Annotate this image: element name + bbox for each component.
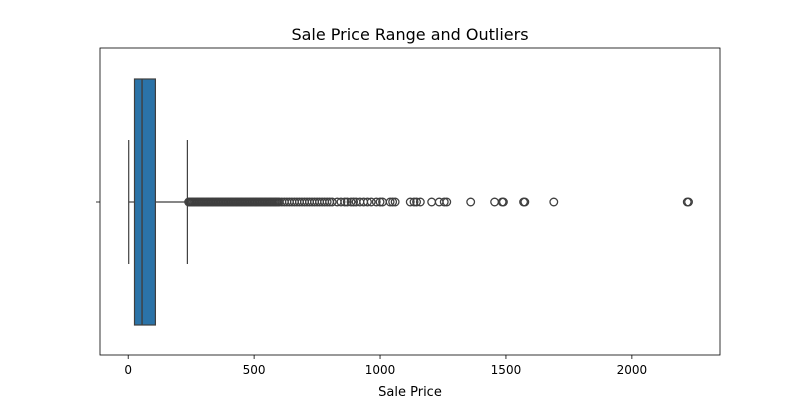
x-tick-label: 1000	[365, 363, 396, 377]
outlier-point	[375, 197, 385, 207]
outlier-point	[336, 197, 346, 207]
outlier-point	[409, 197, 419, 207]
outlier-point	[415, 197, 425, 207]
x-axis-label: Sale Price	[378, 385, 442, 400]
outlier-point	[371, 197, 381, 207]
outlier-point	[362, 197, 372, 207]
outlier-point	[442, 197, 452, 207]
chart-title: Sale Price Range and Outliers	[291, 25, 528, 44]
outlier-point	[346, 197, 356, 207]
box-iqr	[133, 78, 157, 326]
outlier-point	[439, 197, 449, 207]
outlier-point	[466, 197, 476, 207]
plot-area	[128, 78, 693, 326]
x-tick-label: 1500	[491, 363, 522, 377]
outlier-point	[684, 197, 693, 207]
outlier-point	[342, 197, 352, 207]
outlier-point	[490, 197, 500, 207]
outlier-point	[349, 197, 359, 207]
outlier-point	[385, 197, 395, 207]
outlier-point	[412, 197, 421, 207]
outlier-point	[498, 197, 508, 207]
outlier-point	[427, 197, 437, 207]
outlier-point	[327, 197, 337, 207]
outlier-point	[405, 197, 415, 207]
plot-frame	[99, 47, 721, 356]
outlier-point	[322, 197, 332, 207]
x-tick-label: 2000	[617, 363, 648, 377]
x-tick-label: 0	[124, 363, 132, 377]
outlier-point	[388, 197, 398, 207]
outlier-point	[390, 197, 400, 207]
x-tick-label: 500	[243, 363, 266, 377]
outlier-point	[340, 197, 350, 207]
outlier-point	[549, 197, 559, 207]
outlier-point	[366, 197, 376, 207]
outlier-point	[520, 197, 530, 207]
